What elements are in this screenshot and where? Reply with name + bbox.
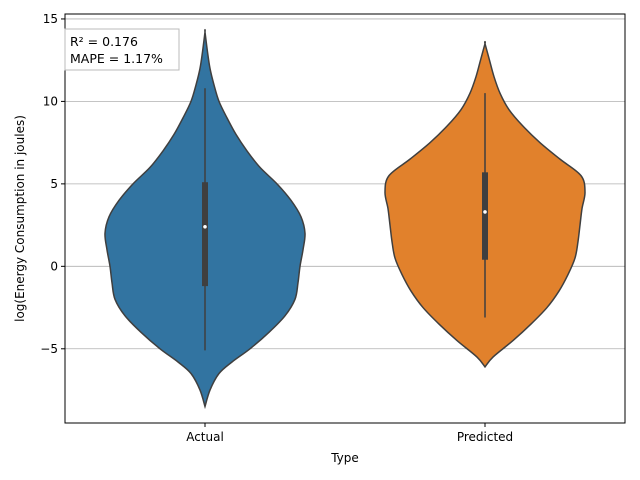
y-axis: −5 0 5 10 15	[40, 12, 65, 356]
stats-annotation: R² = 0.176 MAPE = 1.17%	[64, 28, 180, 71]
y-tick-label: 5	[50, 177, 58, 191]
y-tick-label: 15	[43, 12, 58, 26]
x-tick-label: Predicted	[457, 430, 513, 444]
x-axis-title: Type	[330, 451, 359, 465]
violin-layer	[104, 28, 586, 410]
violin-iqr-box	[482, 172, 488, 260]
x-axis: Actual Predicted	[186, 423, 513, 444]
violin-median-point	[203, 224, 207, 229]
violin-median-point	[483, 210, 487, 214]
mape-label: MAPE = 1.17%	[70, 51, 163, 66]
y-tick-label: 10	[43, 94, 58, 108]
y-axis-title: log(Energy Consumption in joules)	[13, 115, 27, 322]
annotation-box	[64, 28, 180, 71]
violin-actual	[104, 28, 306, 410]
x-tick-label: Actual	[186, 430, 224, 444]
y-tick-label: −5	[40, 342, 58, 356]
plot-frame	[64, 13, 626, 424]
violin-iqr-box	[202, 182, 208, 287]
y-tick-label: 0	[50, 259, 58, 273]
violin-predicted	[384, 40, 586, 369]
r-squared-label: R² = 0.176	[70, 34, 138, 49]
